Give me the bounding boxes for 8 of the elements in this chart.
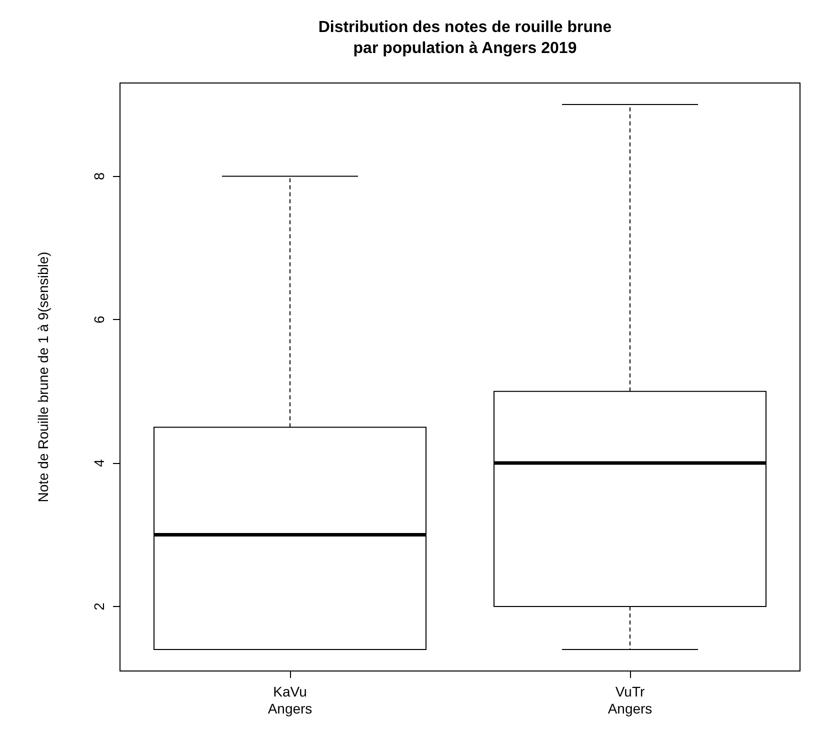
x-tick-label: VuTr Angers — [608, 684, 652, 716]
y-tick-label: 2 — [91, 602, 107, 610]
x-tick-label: KaVu Angers — [268, 684, 312, 716]
y-tick-label: 4 — [91, 458, 107, 467]
chart-title: Distribution des notes de rouille brune par population à Angers 2019 — [318, 19, 612, 57]
y-tick-label: 6 — [91, 316, 107, 324]
y-tick-label: 8 — [91, 172, 107, 180]
y-axis-title: Note de Rouille brune de 1 à 9(sensible) — [35, 252, 51, 502]
